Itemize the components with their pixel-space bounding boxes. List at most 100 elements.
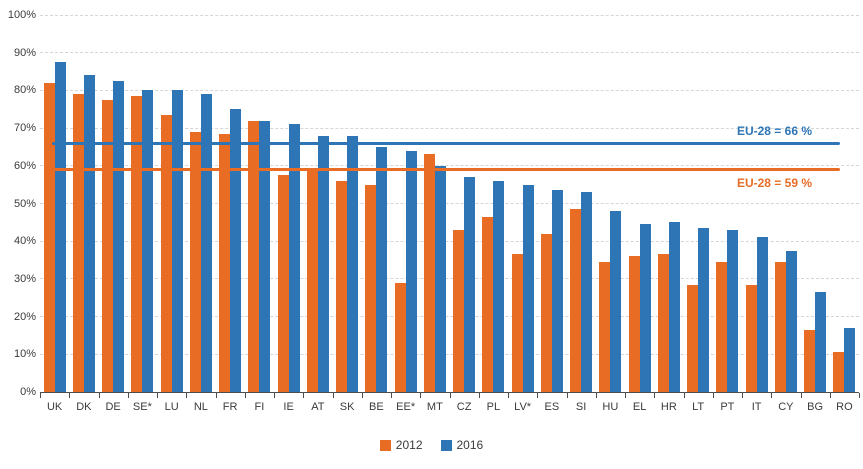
bar-2016-SK (347, 135, 359, 392)
x-axis-label-HR: HR (660, 401, 677, 413)
bar-2016-FI (259, 120, 271, 392)
bar-2016-CZ (464, 177, 476, 392)
legend: 2012 2016 (0, 438, 863, 452)
legend-item-2016: 2016 (440, 438, 484, 452)
x-axis-tick (478, 393, 480, 398)
legend-swatch-2012-icon (379, 439, 391, 451)
x-axis-tick (215, 393, 217, 398)
x-axis-tick (303, 393, 305, 398)
x-axis-tick (654, 393, 656, 398)
x-axis-tick (771, 393, 773, 398)
x-axis-tick (449, 393, 451, 398)
x-axis-label-SE*: SE* (132, 401, 152, 413)
bar-2016-HU (610, 211, 622, 392)
bar-2012-IE (277, 175, 289, 392)
reference-line-label-66: EU-28 = 66 % (736, 124, 812, 139)
x-axis-label-BG: BG (807, 401, 824, 413)
bar-2016-IE (288, 124, 300, 392)
bar-2012-MT (423, 154, 435, 392)
bar-2012-FI (248, 120, 260, 392)
x-axis-tick (391, 393, 392, 398)
bar-2016-LU (171, 90, 183, 392)
x-axis-label-DE: DE (105, 401, 121, 413)
x-axis-tick (98, 393, 100, 398)
bar-2016-LT (698, 228, 710, 392)
bar-2012-AT (306, 167, 318, 392)
x-axis-label-EE*: EE* (396, 401, 416, 413)
x-axis-tick (537, 393, 539, 398)
bar-2016-UK (54, 62, 66, 392)
x-axis-label-PL: PL (486, 401, 501, 413)
x-axis-label-IE: IE (283, 401, 294, 413)
x-axis-tick (157, 393, 158, 398)
bar-2016-LV* (522, 184, 534, 392)
x-axis-label-DK: DK (76, 401, 92, 413)
x-axis-tick (625, 393, 626, 398)
x-axis-label-HU: HU (602, 401, 619, 413)
bar-2012-HR (657, 254, 669, 392)
bar-2012-SK (336, 180, 348, 392)
x-axis-label-UK: UK (46, 401, 63, 413)
bar-2016-SI (581, 192, 593, 392)
x-axis-tick (361, 393, 363, 398)
bar-2016-BG (815, 292, 827, 392)
x-axis-label-CY: CY (778, 401, 794, 413)
x-axis-tick (508, 393, 509, 398)
bar-2016-DE (113, 80, 125, 392)
x-axis-label-LT: LT (692, 401, 705, 413)
bar-2016-SE* (142, 90, 154, 392)
bar-2012-DE (102, 99, 114, 392)
bar-2016-BE (376, 146, 388, 392)
bar-2016-CY (785, 250, 797, 392)
gridline-30% (40, 278, 859, 280)
x-axis-tick (829, 393, 831, 398)
x-axis-tick (40, 393, 41, 398)
x-axis-label-NL: NL (193, 401, 208, 413)
gridline-90% (40, 52, 859, 54)
bar-2012-LT (687, 284, 699, 392)
x-axis-label-PT: PT (720, 401, 735, 413)
x-axis-tick (244, 393, 246, 398)
bar-2012-LV* (511, 254, 523, 392)
x-axis-tick (127, 393, 129, 398)
y-axis-label: 100% (7, 9, 36, 21)
x-axis-label-FR: FR (222, 401, 238, 413)
bar-2012-FR (219, 133, 231, 392)
x-axis-label-CZ: CZ (456, 401, 472, 413)
x-axis-label-LU: LU (164, 401, 179, 413)
x-axis-tick (595, 393, 597, 398)
x-axis-label-LV*: LV* (514, 401, 532, 413)
gridline-100% (40, 14, 859, 16)
x-axis-label-RO: RO (836, 401, 853, 413)
x-axis-label-EL: EL (632, 401, 647, 413)
bar-2012-LU (160, 114, 172, 392)
bar-2016-RO (844, 327, 856, 392)
legend-item-2012: 2012 (379, 438, 423, 452)
bar-2012-DK (72, 94, 84, 392)
x-axis-tick (420, 393, 422, 398)
bar-2012-CZ (453, 229, 465, 392)
bar-2012-NL (189, 131, 201, 392)
gridline-20% (40, 316, 859, 318)
x-axis-tick (274, 393, 275, 398)
gridline-40% (40, 240, 859, 242)
bar-2016-IT (756, 237, 768, 392)
x-axis-label-ES: ES (544, 401, 560, 413)
legend-label-2016: 2016 (456, 438, 484, 452)
x-axis-tick (186, 393, 188, 398)
reference-line-label-59: EU-28 = 59 % (736, 175, 812, 190)
bar-2016-EE* (405, 150, 417, 392)
x-axis-tick (742, 393, 743, 398)
y-axis-label: 40% (13, 235, 36, 248)
bar-2012-SI (570, 209, 582, 392)
bar-2016-EL (639, 224, 651, 392)
bar-2016-PL (493, 180, 505, 392)
x-axis-label-SI: SI (575, 401, 587, 413)
x-axis-label-SK: SK (339, 401, 355, 413)
x-axis-label-BE: BE (369, 401, 384, 413)
y-axis-label: 20% (13, 310, 36, 323)
x-axis-tick (332, 393, 334, 398)
bar-2012-EE* (394, 282, 406, 392)
bar-2016-MT (434, 165, 446, 392)
